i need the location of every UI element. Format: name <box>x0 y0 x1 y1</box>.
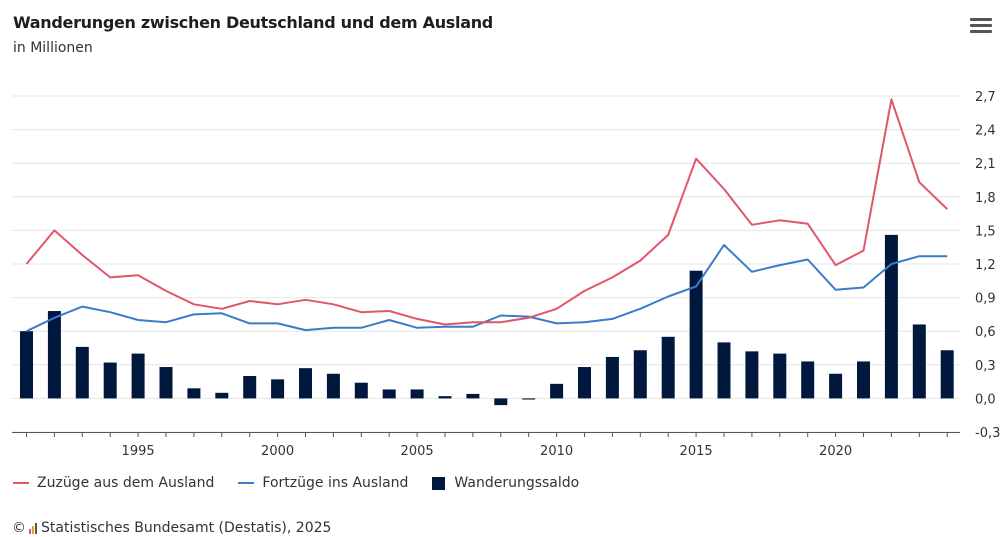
saldo-bar-2015[interactable] <box>689 270 703 399</box>
saldo-bar-1996[interactable] <box>159 367 173 399</box>
saldo-bar-2012[interactable] <box>605 356 619 399</box>
y-tick-label: 2,1 <box>975 157 996 172</box>
chart-title: Wanderungen zwischen Deutschland und dem… <box>13 13 493 32</box>
saldo-bar-2000[interactable] <box>271 379 285 399</box>
x-tick-label: 2005 <box>401 444 434 459</box>
line-fortzuege[interactable] <box>26 244 948 333</box>
grid-lines <box>12 95 960 433</box>
x-axis-ticks: 1995 2000 2005 2010 2015 2020 <box>26 432 948 459</box>
saldo-bar-2005[interactable] <box>410 389 424 399</box>
y-tick-label: 0,3 <box>975 359 996 374</box>
saldo-bar-2004[interactable] <box>382 389 396 399</box>
saldo-bar-2010[interactable] <box>550 383 564 399</box>
chart-legend: Zuzüge aus dem Ausland Fortzüge ins Ausl… <box>13 475 603 491</box>
y-tick-label: 1,5 <box>975 224 996 239</box>
destatis-logo-icon <box>29 522 38 534</box>
saldo-bar-1997[interactable] <box>187 388 201 399</box>
x-tick-label: 2020 <box>819 444 852 459</box>
y-axis-ticks: 2,7 2,4 2,1 1,8 1,5 1,2 0,9 0,6 0,3 0,0 -0,3 <box>975 90 1000 441</box>
y-tick-label: 0,0 <box>975 392 996 407</box>
saldo-bar-2008[interactable] <box>494 398 508 406</box>
legend-item-fortzuege[interactable]: Fortzüge ins Ausland <box>238 475 408 491</box>
saldo-bar-2021[interactable] <box>857 361 870 399</box>
y-tick-label: -0,3 <box>975 426 1000 441</box>
legend-label-fortzuege: Fortzüge ins Ausland <box>262 475 409 491</box>
saldo-bar-2002[interactable] <box>326 373 340 399</box>
y-tick-label: 1,8 <box>975 191 996 206</box>
x-tick-label: 2015 <box>680 444 713 459</box>
saldo-bar-2016[interactable] <box>717 342 731 399</box>
y-tick-label: 2,4 <box>975 124 996 139</box>
legend-box-saldo <box>432 476 446 490</box>
legend-item-saldo[interactable]: Wanderungssaldo <box>432 475 579 491</box>
source-text: Statistisches Bundesamt (Destatis), 2025 <box>41 520 332 536</box>
series-lines <box>25 98 948 333</box>
saldo-bars <box>20 234 954 406</box>
source-footer: © Statistisches Bundesamt (Destatis), 20… <box>12 520 331 536</box>
chart-subtitle: in Millionen <box>13 40 93 56</box>
y-tick-label: 1,2 <box>975 258 996 273</box>
saldo-bar-1993[interactable] <box>75 346 89 399</box>
legend-item-zuzuege[interactable]: Zuzüge aus dem Ausland <box>13 475 214 491</box>
legend-label-zuzuege: Zuzüge aus dem Ausland <box>37 475 215 491</box>
y-tick-label: 0,6 <box>975 325 996 340</box>
saldo-bar-2023[interactable] <box>912 324 926 399</box>
saldo-bar-2009[interactable] <box>522 398 536 400</box>
hamburger-menu-icon[interactable] <box>970 18 992 38</box>
saldo-bar-2018[interactable] <box>773 353 787 399</box>
legend-line-zuzuege <box>13 482 29 484</box>
saldo-bar-2019[interactable] <box>801 361 815 399</box>
copyright-symbol: © <box>12 520 26 536</box>
saldo-bar-1998[interactable] <box>215 392 229 399</box>
saldo-bar-1994[interactable] <box>103 362 117 399</box>
line-zuzuege[interactable] <box>25 98 948 326</box>
saldo-bar-1991[interactable] <box>20 331 33 399</box>
x-tick-label: 2000 <box>261 444 294 459</box>
saldo-bar-2013[interactable] <box>633 350 647 399</box>
saldo-bar-2011[interactable] <box>578 367 591 399</box>
legend-line-fortzuege <box>238 482 255 484</box>
saldo-bar-1992[interactable] <box>47 311 61 399</box>
y-tick-label: 2,7 <box>975 90 996 105</box>
x-tick-label: 2010 <box>540 444 573 459</box>
saldo-bar-2014[interactable] <box>661 336 675 399</box>
saldo-bar-2003[interactable] <box>354 382 368 399</box>
y-tick-label: 0,9 <box>975 292 996 307</box>
saldo-bar-2007[interactable] <box>466 393 480 399</box>
saldo-bar-2020[interactable] <box>829 373 843 399</box>
saldo-bar-2017[interactable] <box>745 351 759 399</box>
saldo-bar-1999[interactable] <box>243 376 257 399</box>
saldo-bar-2001[interactable] <box>299 368 312 399</box>
saldo-bar-2024[interactable] <box>940 350 954 399</box>
legend-label-saldo: Wanderungssaldo <box>454 475 580 491</box>
x-tick-label: 1995 <box>122 444 155 459</box>
saldo-bar-1995[interactable] <box>131 353 145 399</box>
saldo-bar-2006[interactable] <box>438 396 452 399</box>
saldo-bar-2022[interactable] <box>884 234 898 399</box>
